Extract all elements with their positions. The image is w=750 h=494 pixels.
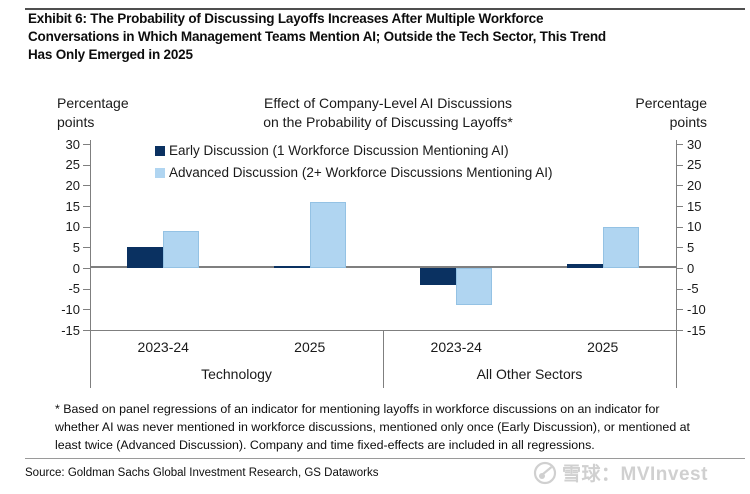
exhibit-title-line-1: Exhibit 6: The Probability of Discussing… bbox=[28, 11, 544, 26]
left-tick-label--10: -10 bbox=[61, 301, 80, 317]
right-tick-25 bbox=[676, 164, 683, 166]
right-tick-label--15: -15 bbox=[687, 322, 706, 338]
left-tick-label-0: 0 bbox=[72, 260, 80, 276]
early-series-swatch-icon bbox=[155, 145, 165, 156]
left-tick-25 bbox=[83, 164, 90, 166]
left-tick-30 bbox=[83, 144, 90, 145]
chart-legend: Early Discussion (1 Workforce Discussion… bbox=[155, 142, 553, 186]
right-tick-label-15: 15 bbox=[687, 198, 702, 214]
left-tick-15 bbox=[83, 206, 90, 207]
chart-footnote: * Based on panel regressions of an indic… bbox=[55, 400, 739, 455]
left-tick-label-10: 10 bbox=[65, 219, 80, 235]
left-tick-label-15: 15 bbox=[65, 198, 80, 214]
bar-early-group2 bbox=[420, 268, 457, 285]
exhibit-title: Exhibit 6: The Probability of Discussing… bbox=[28, 10, 730, 64]
left-tick-20 bbox=[83, 185, 90, 187]
left-tick-5 bbox=[83, 247, 90, 249]
bar-early-group1 bbox=[273, 265, 310, 268]
right-tick-30 bbox=[676, 144, 683, 145]
right-axis-unit-label: Percentage points bbox=[635, 95, 707, 130]
footnote-line-3: least twice (Advanced Discussion). Compa… bbox=[55, 438, 595, 453]
right-tick-label-20: 20 bbox=[687, 177, 702, 193]
chart-title-line-2: on the Probability of Discussing Layoffs… bbox=[263, 114, 513, 130]
right-tick--15 bbox=[676, 330, 683, 331]
period-label-group0: 2023-24 bbox=[137, 339, 189, 355]
left-tick-label-20: 20 bbox=[65, 177, 80, 193]
section-label-1: All Other Sectors bbox=[476, 366, 583, 382]
left-y-axis-line bbox=[90, 140, 91, 388]
right-tick-label-10: 10 bbox=[687, 219, 702, 235]
period-label-group2: 2023-24 bbox=[430, 339, 482, 355]
bar-early-group0 bbox=[127, 247, 164, 268]
right-tick--10 bbox=[676, 309, 683, 311]
left-tick-label--15: -15 bbox=[61, 322, 80, 338]
bar-advanced-group1 bbox=[309, 201, 346, 268]
right-tick-label-5: 5 bbox=[687, 239, 695, 255]
bottom-divider-rule bbox=[25, 458, 745, 459]
right-tick--5 bbox=[676, 288, 683, 290]
left-tick--5 bbox=[83, 288, 90, 290]
right-tick-10 bbox=[676, 226, 683, 228]
right-tick-20 bbox=[676, 185, 683, 187]
left-tick-label--5: -5 bbox=[68, 281, 80, 297]
period-label-group3: 2025 bbox=[587, 339, 619, 355]
right-tick-15 bbox=[676, 206, 683, 207]
left-tick-0 bbox=[83, 268, 90, 269]
right-tick-label--10: -10 bbox=[687, 301, 706, 317]
footnote-line-1: * Based on panel regressions of an indic… bbox=[55, 402, 660, 416]
right-tick-label-0: 0 bbox=[687, 260, 695, 276]
right-tick-label-25: 25 bbox=[687, 157, 702, 173]
left-tick-10 bbox=[83, 226, 90, 228]
left-tick-label-5: 5 bbox=[72, 239, 80, 255]
xueqiu-snowball-logo-icon bbox=[533, 461, 557, 484]
source-attribution: Source: Goldman Sachs Global Investment … bbox=[25, 467, 379, 479]
legend-label-advanced: Advanced Discussion (2+ Workforce Discus… bbox=[169, 165, 553, 180]
watermark-text: 雪球：MVInvest bbox=[562, 464, 708, 485]
right-tick-5 bbox=[676, 247, 683, 249]
zero-baseline bbox=[90, 266, 677, 268]
footnote-line-2: whether AI was never mentioned in workfo… bbox=[55, 420, 690, 435]
top-divider-rule bbox=[25, 8, 745, 10]
watermark: 雪球：MVInvest bbox=[533, 459, 708, 486]
left-tick--10 bbox=[83, 309, 90, 311]
legend-row-early: Early Discussion (1 Workforce Discussion… bbox=[155, 142, 553, 159]
bar-early-group3 bbox=[566, 263, 603, 268]
chart-title-line-1: Effect of Company-Level AI Discussions bbox=[264, 95, 512, 111]
bar-advanced-group2 bbox=[456, 268, 493, 306]
bar-advanced-group3 bbox=[602, 226, 639, 268]
legend-row-advanced: Advanced Discussion (2+ Workforce Discus… bbox=[155, 164, 553, 181]
left-axis-unit-label: Percentage points bbox=[57, 95, 129, 130]
exhibit-title-line-3: Has Only Emerged in 2025 bbox=[28, 47, 193, 62]
legend-label-early: Early Discussion (1 Workforce Discussion… bbox=[169, 143, 509, 158]
section-label-0: Technology bbox=[201, 366, 272, 382]
right-tick-0 bbox=[676, 268, 683, 269]
chart-title: Effect of Company-Level AI Discussions o… bbox=[188, 94, 588, 132]
sector-divider-line bbox=[383, 330, 384, 388]
right-tick-label--5: -5 bbox=[687, 281, 699, 297]
left-tick-label-30: 30 bbox=[65, 136, 80, 152]
exhibit-title-line-2: Conversations in Which Management Teams … bbox=[28, 29, 606, 44]
left-tick-label-25: 25 bbox=[65, 157, 80, 173]
bar-advanced-group0 bbox=[163, 230, 200, 268]
right-tick-label-30: 30 bbox=[687, 136, 702, 152]
left-tick--15 bbox=[83, 330, 90, 331]
advanced-series-swatch-icon bbox=[155, 167, 165, 178]
right-y-axis-line bbox=[676, 140, 677, 388]
period-label-group1: 2025 bbox=[294, 339, 326, 355]
